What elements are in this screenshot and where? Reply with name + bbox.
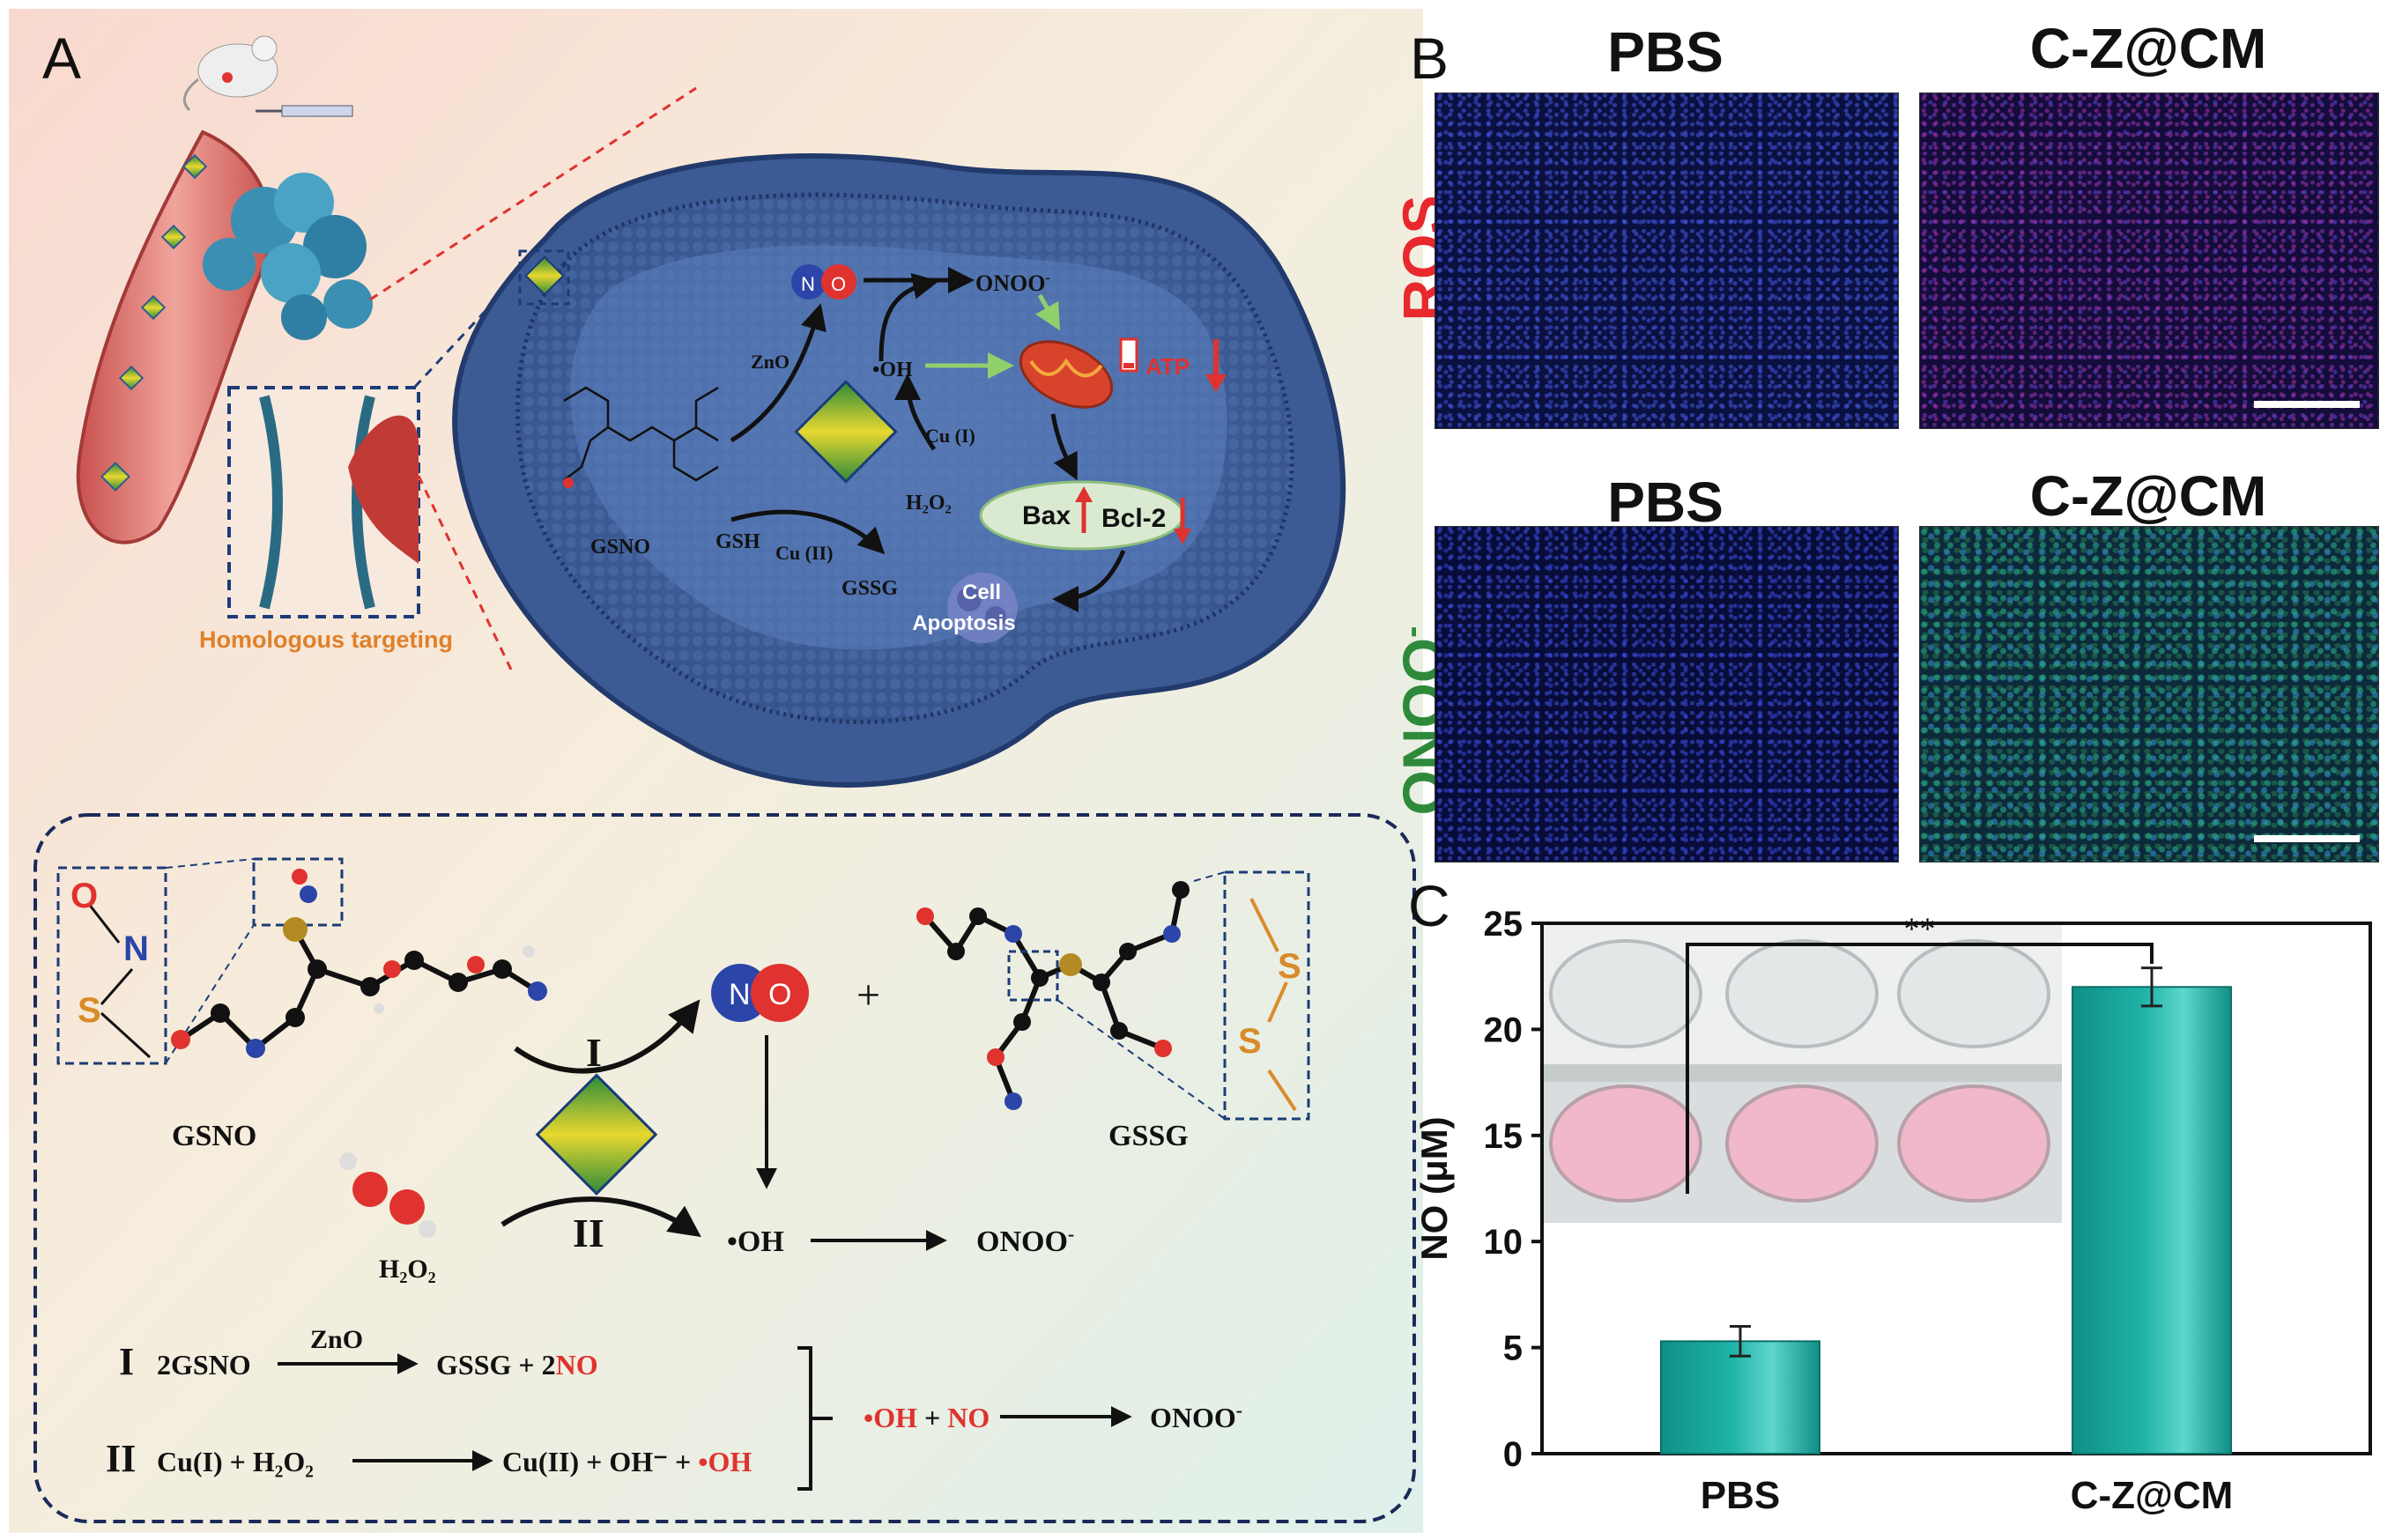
bar-1 — [2072, 986, 2232, 1455]
bar-0 — [1660, 1340, 1820, 1455]
svg-text:O: O — [70, 877, 98, 915]
svg-text:•OH + NO: •OH + NO — [864, 1402, 990, 1433]
svg-text:GSSG: GSSG — [841, 577, 898, 600]
no-bar-chart: 0 5 10 15 20 25 NO (μM) PBS C-Z@CM ** — [1413, 905, 2372, 1517]
svg-text:Cu(I) + H₂O₂: Cu(I) + H₂O₂ — [157, 1446, 314, 1477]
svg-text:N: N — [729, 978, 751, 1011]
micrograph-onoo-czcm — [1919, 526, 2379, 863]
significance-bracket — [1686, 943, 2154, 1194]
svg-text:GSSG + 2NO: GSSG + 2NO — [436, 1349, 598, 1381]
y-tick-label: 15 — [1484, 1117, 1523, 1156]
mitochondria-icon — [1019, 340, 1114, 409]
y-tick-label: 20 — [1484, 1011, 1523, 1049]
tumor-cluster — [203, 173, 373, 340]
panel-a-letter: A — [42, 26, 82, 91]
svg-text:O: O — [768, 978, 791, 1011]
col-header-pbs: PBS — [1607, 20, 1724, 84]
micrograph-ros-pbs — [1435, 93, 1899, 429]
svg-text:GSH: GSH — [715, 530, 760, 553]
mitochondria-zoom — [348, 415, 419, 564]
svg-text:Cu (I): Cu (I) — [925, 425, 975, 447]
y-tick-label: 25 — [1484, 905, 1523, 944]
plot-frame — [1540, 922, 2372, 1455]
col-header-czcm: C-Z@CM — [2029, 17, 2267, 80]
homologous-targeting-label: Homologous targeting — [199, 626, 453, 653]
y-tick-label: 10 — [1484, 1223, 1523, 1262]
svg-text:ONOO-: ONOO- — [976, 1223, 1074, 1258]
svg-text:Apoptosis: Apoptosis — [912, 611, 1015, 635]
panel-b-letter: B — [1410, 26, 1449, 91]
svg-text:H₂O₂: H₂O₂ — [379, 1255, 436, 1284]
col-header-czcm-2: C-Z@CM — [2029, 464, 2267, 528]
svg-text:ZnO: ZnO — [751, 351, 790, 373]
panel-a-illustration: Homologous targeting N O — [9, 9, 1423, 1533]
catalyst-nanoparticle-icon — [535, 1073, 658, 1196]
svg-text:N: N — [123, 929, 149, 968]
svg-text:Bax: Bax — [1022, 501, 1071, 530]
svg-text:II: II — [106, 1437, 136, 1480]
svg-text:S: S — [1238, 1022, 1262, 1061]
scale-bar-ros — [2254, 401, 2360, 408]
svg-text:N: N — [801, 273, 815, 295]
svg-text:O: O — [831, 273, 846, 295]
no-molecule-o — [821, 264, 856, 300]
y-tick-label: 5 — [1503, 1329, 1523, 1368]
vessel-nanoparticles — [100, 153, 208, 492]
svg-text:•OH: •OH — [727, 1225, 784, 1258]
svg-text:Cu (II): Cu (II) — [775, 542, 833, 564]
panel-a: Homologous targeting N O — [9, 9, 1423, 1533]
y-axis-label: NO (μM) — [1413, 1116, 1455, 1260]
y-tick-label: 0 — [1503, 1435, 1523, 1474]
svg-text:Bcl-2: Bcl-2 — [1101, 504, 1166, 533]
syringe-icon — [256, 105, 353, 117]
significance-label: ** — [1904, 911, 1936, 946]
gsno-structure — [563, 386, 719, 482]
inset-well-photo — [1542, 923, 2062, 1223]
svg-text:GSNO: GSNO — [590, 536, 650, 559]
micrograph-onoo-pbs — [1435, 526, 1899, 863]
svg-text:+: + — [856, 972, 880, 1018]
svg-text:GSSG: GSSG — [1108, 1120, 1189, 1152]
scale-bar-onoo — [2254, 835, 2360, 842]
svg-text:ONOO-: ONOO- — [1150, 1399, 1242, 1433]
svg-text:ZnO: ZnO — [310, 1325, 363, 1354]
svg-text:Cell: Cell — [962, 581, 1001, 604]
svg-text:H₂O₂: H₂O₂ — [906, 492, 952, 515]
svg-text:Cu(II) + OH⁻ + •OH: Cu(II) + OH⁻ + •OH — [502, 1446, 752, 1477]
svg-text:ONOO-: ONOO- — [975, 270, 1050, 296]
x-tick-label-1: C-Z@CM — [2071, 1474, 2234, 1517]
svg-text:II: II — [573, 1211, 604, 1255]
svg-text:S: S — [1278, 947, 1301, 986]
svg-text:•OH: •OH — [872, 359, 913, 381]
svg-text:ATP: ATP — [1145, 353, 1190, 380]
svg-text:I: I — [586, 1030, 602, 1075]
x-tick-label-0: PBS — [1701, 1474, 1780, 1517]
no-molecule-n — [791, 264, 827, 300]
svg-text:GSNO: GSNO — [172, 1120, 256, 1152]
mouse-icon — [182, 35, 278, 112]
svg-text:I: I — [119, 1340, 134, 1383]
svg-text:2GSNO: 2GSNO — [157, 1349, 251, 1381]
col-header-pbs-2: PBS — [1607, 470, 1724, 534]
nanoparticle-icon — [794, 380, 898, 484]
micrograph-ros-czcm — [1919, 93, 2379, 429]
svg-text:S: S — [78, 991, 101, 1030]
panel-c-letter: C — [1408, 873, 1450, 938]
mechanism-box — [33, 813, 1416, 1523]
